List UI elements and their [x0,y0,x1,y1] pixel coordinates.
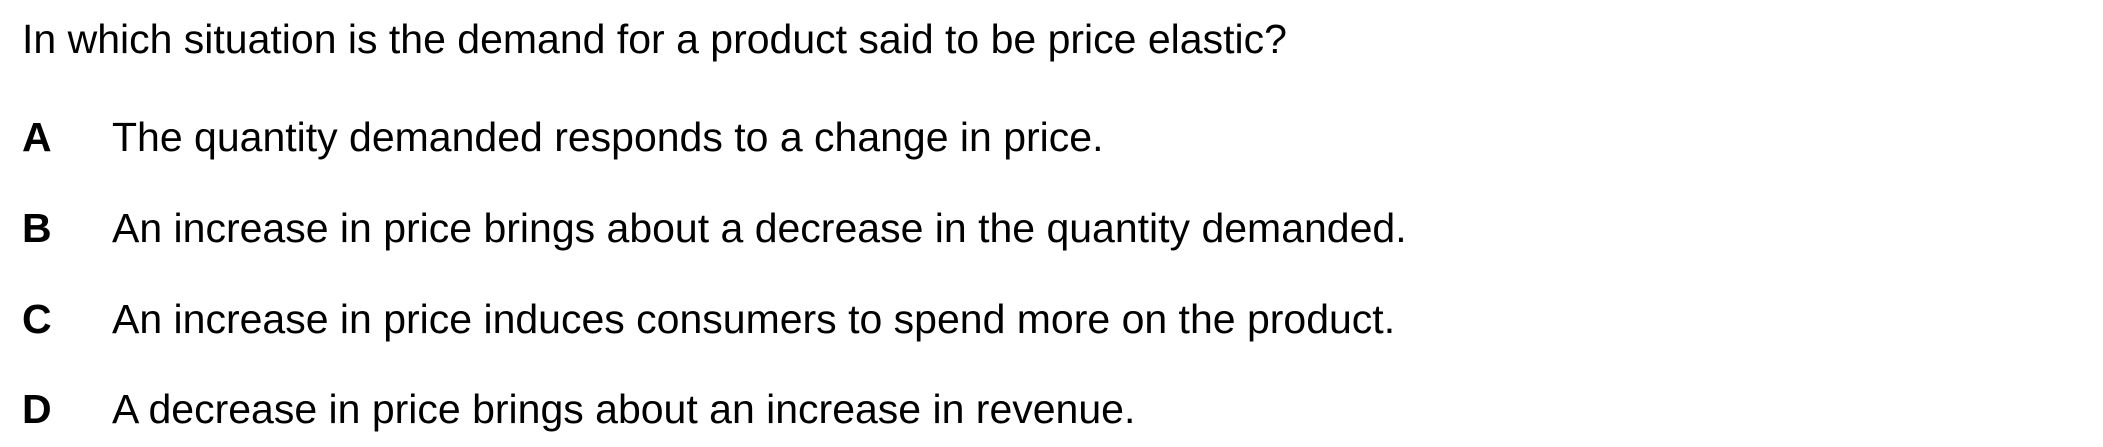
option-text: The quantity demanded responds to a chan… [112,114,1104,160]
option-text: An increase in price brings about a decr… [112,205,1407,251]
option-b: B An increase in price brings about a de… [22,203,1407,253]
option-text: An increase in price induces consumers t… [112,296,1396,342]
option-letter: A [22,114,52,160]
option-text: A decrease in price brings about an incr… [112,386,1136,432]
option-a: A The quantity demanded responds to a ch… [22,112,1104,162]
option-c: C An increase in price induces consumers… [22,294,1395,344]
option-letter: B [22,205,52,251]
option-d: D A decrease in price brings about an in… [22,384,1135,434]
option-letter: D [22,386,52,432]
option-letter: C [22,296,52,342]
question-text: In which situation is the demand for a p… [22,16,1287,62]
